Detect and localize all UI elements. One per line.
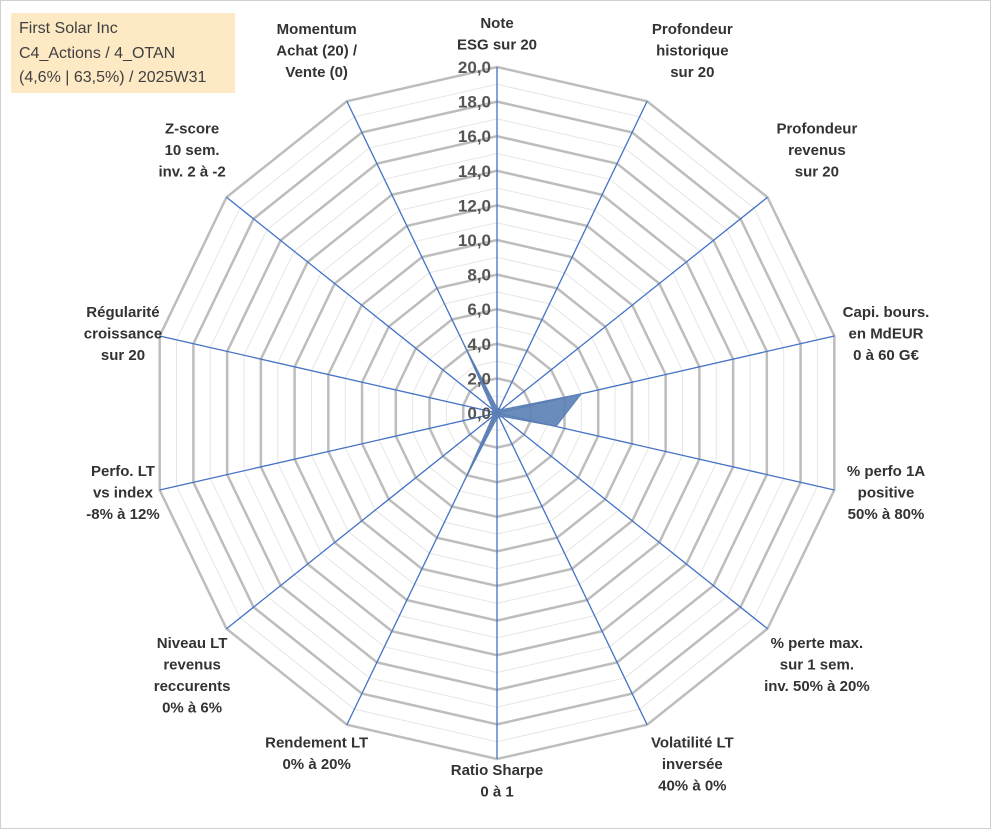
axis-label-line: 0 à 1 [480, 784, 513, 801]
axis-label-line: Perfo. LT [91, 463, 155, 480]
axis-label: Perfo. LT vs index -8% à 12% [86, 463, 159, 523]
axis-label-line: Note [480, 15, 513, 32]
info-box: First Solar Inc C4_Actions / 4_OTAN (4,6… [11, 13, 235, 93]
axis-label-line: inv. 50% à 20% [764, 678, 870, 695]
axis-label-line: Volatilité LT [651, 735, 734, 752]
axis-label: % perfo 1A positive 50% à 80% [847, 463, 926, 523]
axis-label-line: Vente (0) [285, 64, 348, 81]
radial-tick-label: 6,0 [467, 300, 491, 319]
axis-label-line: croissance [84, 325, 162, 342]
axis-spoke [159, 412, 498, 491]
summary-label: (4,6% | 63,5%) / 2025W31 [19, 69, 207, 86]
radial-tick-label: 2,0 [467, 369, 491, 388]
axis-label-line: revenus [788, 142, 846, 159]
axis-label-line: 0 à 60 G€ [853, 347, 920, 364]
axis-label-line: 0% à 6% [162, 700, 222, 717]
axis-label-line: 40% à 0% [658, 778, 726, 795]
series-area [462, 342, 583, 484]
axis-spoke [496, 196, 768, 414]
axis-label-line: revenus [163, 657, 221, 674]
axis-label-line: 10 sem. [165, 142, 220, 159]
axis-label-line: inv. 2 à -2 [158, 163, 225, 180]
axis-label-line: Achat (20) / [276, 42, 358, 59]
radial-tick-label: 20,0 [458, 58, 491, 77]
axis-label: Profondeur revenus sur 20 [776, 120, 857, 180]
axis-label-line: sur 1 sem. [780, 657, 854, 674]
radial-tick-label: 14,0 [458, 162, 491, 181]
axis-label-line: ESG sur 20 [457, 37, 537, 54]
axis-labels: Note ESG sur 20 Profondeur historique sur 20… [84, 15, 930, 801]
axis-label-line: Z-score [165, 120, 219, 137]
axis-label: Capi. bours. en MdEUR 0 à 60 G€ [843, 304, 930, 364]
axis-label-line: en MdEUR [849, 325, 924, 342]
category-label: C4_Actions / 4_OTAN [19, 44, 176, 62]
axis-label-line: inversée [662, 756, 723, 773]
axis-label: % perte max. sur 1 sem. inv. 50% à 20% [764, 635, 870, 695]
axis-label-line: Ratio Sharpe [451, 762, 544, 779]
axis-spoke [496, 100, 648, 414]
axis-label-line: Rendement LT [265, 735, 368, 752]
axis-label-line: sur 20 [101, 347, 145, 364]
axis-label: Ratio Sharpe 0 à 1 [451, 762, 544, 801]
axis-label-line: 0% à 20% [282, 756, 350, 773]
axis-label-line: Profondeur [776, 120, 857, 137]
axis-spoke [226, 412, 498, 630]
axis-label-line: Profondeur [652, 21, 733, 38]
radial-tick-label: 10,0 [458, 231, 491, 250]
axis-label: Volatilité LT inversée 40% à 0% [651, 735, 734, 795]
axis-label-line: sur 20 [670, 64, 714, 81]
radial-tick-label: 8,0 [467, 266, 491, 285]
axis-label-line: positive [858, 485, 915, 502]
axis-label: Profondeur historique sur 20 [652, 21, 733, 81]
axis-label: Note ESG sur 20 [457, 15, 537, 54]
axis-spoke [496, 412, 648, 726]
radial-tick-labels: 0,0 2,0 4,0 6,0 8,0 10,0 12,0 14,0 16,0 18,0 20,0 [458, 58, 491, 423]
axis-label-line: -8% à 12% [86, 506, 159, 523]
axis-label-line: % perfo 1A [847, 463, 926, 480]
axis-label-line: reccurents [154, 678, 231, 695]
axis-label: Momentum Achat (20) / Vente (0) [276, 21, 358, 81]
axis-label-line: sur 20 [795, 163, 839, 180]
radial-tick-label: 0,0 [467, 404, 491, 423]
axis-label-line: historique [656, 42, 729, 59]
axis-label: Rendement LT 0% à 20% [265, 735, 368, 774]
axis-label-line: Régularité [86, 304, 159, 321]
axis-spoke [496, 412, 768, 630]
axis-spoke [226, 196, 498, 414]
axis-spoke [159, 335, 498, 414]
axis-label: Z-score 10 sem. inv. 2 à -2 [158, 120, 225, 180]
radial-tick-label: 12,0 [458, 196, 491, 215]
axis-label-line: % perte max. [771, 635, 864, 652]
series-polygon [462, 342, 583, 484]
axis-label: Niveau LT revenus reccurents 0% à 6% [154, 635, 231, 717]
radial-tick-label: 16,0 [458, 127, 491, 146]
axis-label-line: 50% à 80% [848, 506, 925, 523]
axis-label-line: vs index [93, 485, 154, 502]
radial-tick-label: 4,0 [467, 335, 491, 354]
axis-label-line: Capi. bours. [843, 304, 930, 321]
axis-label-line: Niveau LT [157, 635, 228, 652]
company-name: First Solar Inc [19, 20, 118, 37]
axis-label-line: Momentum [277, 21, 357, 38]
axis-spokes [159, 67, 835, 759]
radial-tick-label: 18,0 [458, 93, 491, 112]
axis-label: Régularité croissance sur 20 [84, 304, 162, 364]
